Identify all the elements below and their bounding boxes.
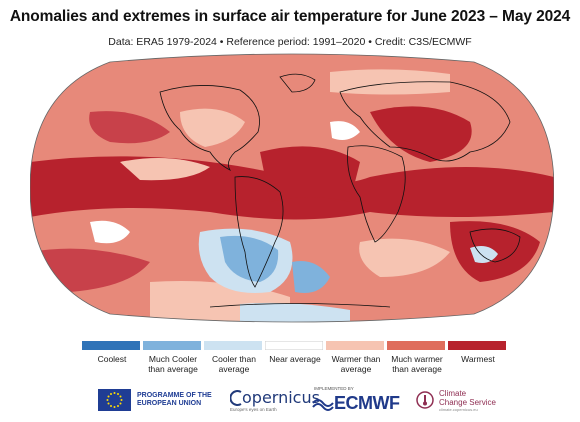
eurasia-warmest — [370, 106, 472, 162]
ecmwf-logo[interactable]: IMPLEMENTED BY ECMWF — [312, 384, 404, 416]
antarctic-peninsula-cooler — [292, 261, 330, 293]
legend-item-warmest: Warmest — [448, 341, 508, 364]
legend-swatch — [448, 341, 506, 350]
north-america-warmer — [180, 108, 245, 147]
legend-label: Warmer than average — [331, 354, 381, 374]
ecmwf-tag-text: IMPLEMENTED BY — [314, 386, 354, 391]
legend-label: Warmest — [461, 354, 495, 364]
ecmwf-logo-text: ECMWF — [334, 392, 400, 413]
eu-logo[interactable]: PROGRAMME OF THE EUROPEAN UNION — [98, 384, 221, 416]
c3s-logo-url: climate.copernicus.eu — [439, 406, 478, 412]
globe-outline — [30, 53, 554, 323]
coastlines — [159, 73, 521, 308]
legend-item-coolest: Coolest — [82, 341, 142, 364]
eu-flag-icon — [98, 389, 131, 411]
legend-item-much-cooler: Much Cooler than average — [143, 341, 203, 374]
legend-item-cooler: Cooler than average — [204, 341, 264, 374]
atlantic-near-average — [330, 121, 360, 140]
legend-item-warmer: Warmer than average — [326, 341, 386, 374]
pacific-warmer-patch — [120, 158, 210, 181]
copernicus-logo[interactable]: opernicus Europe's eyes on Earth — [230, 384, 320, 416]
logo-bar: PROGRAMME OF THE EUROPEAN UNION opernicu… — [0, 384, 580, 416]
c3s-thermometer-icon — [416, 391, 434, 409]
page-title: Anomalies and extremes in surface air te… — [9, 8, 571, 25]
legend-label: Near average — [269, 354, 321, 364]
c3s-logo-line1: Climate — [439, 388, 467, 398]
legend-swatch — [265, 341, 323, 350]
legend-label: Much Cooler than average — [148, 354, 198, 374]
atlantic-warmest — [260, 146, 360, 202]
legend-label: Cooler than average — [212, 354, 256, 374]
pacific-near-average — [90, 220, 130, 244]
legend-swatch — [143, 341, 201, 350]
legend-swatch — [387, 341, 445, 350]
legend-swatch — [82, 341, 140, 350]
legend-swatch — [204, 341, 262, 350]
ecmwf-waves-icon — [312, 399, 334, 411]
antarctica-cooler — [240, 302, 350, 322]
legend: Coolest Much Cooler than average Cooler … — [82, 341, 506, 375]
legend-label: Coolest — [97, 354, 127, 364]
eu-logo-text: PROGRAMME OF THE EUROPEAN UNION — [137, 392, 212, 407]
south-atlantic-warmer — [359, 238, 450, 277]
copernicus-c-icon — [230, 389, 242, 406]
legend-swatch — [326, 341, 384, 350]
c3s-logo[interactable]: Climate Change Service climate.copernicu… — [415, 384, 496, 416]
legend-label: Much warmer than average — [391, 354, 443, 374]
page-subtitle: Data: ERA5 1979-2024 • Reference period:… — [108, 36, 472, 48]
south-pacific-much-cooler — [220, 235, 279, 282]
legend-item-much-warmer: Much warmer than average — [387, 341, 447, 374]
arctic-warmer — [330, 69, 450, 95]
copernicus-logo-text: opernicus — [242, 388, 320, 407]
legend-item-near-average: Near average — [265, 341, 325, 364]
world-temperature-map — [30, 53, 554, 323]
north-pacific-warm — [89, 111, 170, 144]
copernicus-tagline: Europe's eyes on Earth — [230, 407, 277, 412]
c3s-logo-line2: Change Service — [439, 397, 496, 407]
